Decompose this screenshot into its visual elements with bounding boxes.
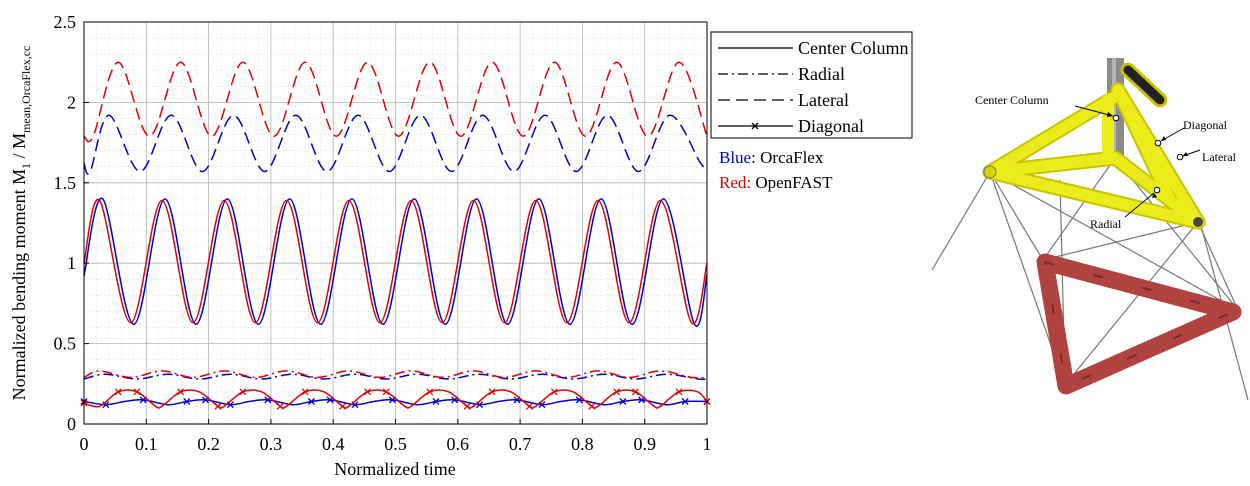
series-marker (426, 388, 434, 396)
legend-label: Radial (798, 64, 845, 84)
series-marker (525, 402, 533, 410)
legend-label: Center Column (798, 38, 909, 58)
series-marker (432, 398, 440, 405)
legend-entry: Radial (718, 64, 845, 84)
series-marker (613, 388, 621, 396)
x-tick-label: 0 (80, 434, 89, 454)
x-axis-label: Normalized time (334, 459, 455, 479)
series-marker (276, 402, 284, 410)
series-line (83, 198, 708, 325)
series-marker (681, 398, 689, 405)
series-line (83, 197, 708, 327)
x-axis-ticks: 0 0.1 0.2 0.3 0.4 0.5 0.6 0.7 0.8 0.9 1 (80, 419, 712, 454)
series-marker (631, 388, 639, 396)
yellow-members (982, 62, 1206, 230)
chart-panel: 0 0.1 0.2 0.3 0.4 0.5 0.6 0.7 0.8 0.9 1 0 0.5 1 1.5 2 2… (9, 12, 712, 479)
x-tick-label: 0.2 (197, 434, 220, 454)
series-center-column-orcaflex (83, 197, 708, 327)
label-diagonal: Diagonal (1183, 118, 1228, 132)
series-marker (364, 388, 371, 396)
legend-label: Lateral (798, 90, 849, 110)
x-tick-label: 0.9 (633, 434, 656, 454)
y-tick-label: 0 (67, 414, 76, 434)
x-tick-label: 0.6 (447, 434, 470, 454)
series-marker (550, 388, 558, 396)
series-marker (177, 388, 185, 396)
series-marker (133, 388, 141, 396)
label-radial: Radial (1090, 217, 1122, 231)
platform-schematic: Center Column Diagonal Lateral Radial (931, 58, 1249, 401)
series-marker (675, 388, 683, 396)
series-line (83, 61, 708, 143)
color-note-openfast: Red: OpenFAST (719, 173, 833, 192)
y-tick-label: 1.5 (54, 173, 77, 193)
color-note: Blue: OrcaFlex Red: OpenFAST (719, 148, 833, 192)
series-lateral-openfast (83, 61, 708, 143)
legend-marker-sample (751, 122, 759, 130)
label-center-column: Center Column (975, 93, 1049, 107)
series-marker (214, 402, 222, 410)
legend-box (710, 31, 913, 139)
legend-entry: Lateral (718, 90, 849, 110)
member-markers (1112, 114, 1184, 194)
series-layer (80, 61, 711, 410)
y-tick-label: 0.5 (54, 334, 77, 354)
series-center-column-openfast (83, 198, 708, 325)
series-radial-openfast (83, 370, 708, 379)
series-marker (239, 388, 247, 396)
x-tick-label: 0.4 (322, 434, 345, 454)
series-marker (463, 402, 471, 410)
series-marker (619, 398, 627, 405)
series-diagonal-openfast (80, 388, 711, 410)
series-marker (301, 388, 309, 396)
series-marker (488, 388, 496, 396)
series-marker (183, 398, 191, 405)
legend: Center Column Radial Lateral Diagonal (710, 31, 913, 139)
x-tick-label: 1 (703, 434, 712, 454)
legend-entry: Center Column (718, 38, 909, 58)
series-marker (382, 388, 390, 396)
series-marker (307, 398, 315, 405)
series-line (83, 370, 708, 379)
label-lateral: Lateral (1202, 150, 1237, 164)
series-marker (339, 402, 347, 410)
series-line (83, 114, 708, 175)
series-lateral-orcaflex (83, 114, 708, 175)
y-tick-label: 2.5 (54, 12, 77, 32)
x-tick-label: 0.3 (260, 434, 283, 454)
y-axis-ticks: 0 0.5 1 1.5 2 2.5 (54, 12, 89, 434)
y-axis-label: Normalized bending moment M1 / Mmean,Orc… (9, 46, 33, 401)
x-tick-label: 0.8 (571, 434, 594, 454)
color-note-orcaflex: Blue: OrcaFlex (719, 148, 824, 167)
series-line (83, 389, 708, 409)
series-marker (588, 402, 596, 410)
major-grid (83, 21, 708, 425)
y-tick-label: 2 (67, 92, 76, 112)
x-tick-label: 0.5 (384, 434, 407, 454)
legend-label: Diagonal (798, 116, 864, 136)
heave-plate (1036, 253, 1242, 395)
series-marker (114, 388, 122, 396)
legend-entries: Center Column Radial Lateral Diagonal (718, 38, 909, 136)
series-marker (102, 401, 110, 409)
y-tick-label: 1 (67, 253, 76, 273)
legend-entry: Diagonal (718, 116, 864, 136)
x-tick-label: 0.1 (135, 434, 158, 454)
x-tick-label: 0.7 (509, 434, 532, 454)
